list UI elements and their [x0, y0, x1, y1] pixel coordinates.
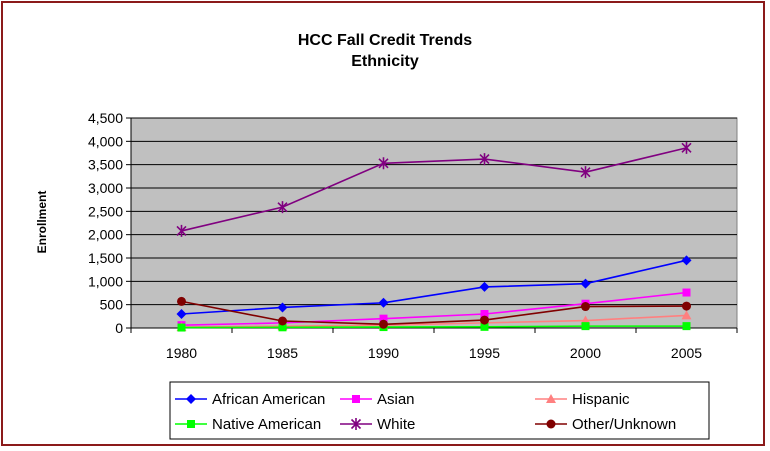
legend-label: African American — [212, 391, 325, 408]
data-point — [681, 141, 692, 154]
line-chart: HCC Fall Credit Trends Ethnicity Enrollm… — [35, 32, 738, 440]
y-tick-label: 0 — [115, 320, 123, 336]
legend-item: Asian — [340, 391, 415, 408]
data-point — [379, 314, 388, 323]
data-point — [176, 224, 187, 237]
legend-marker — [187, 420, 195, 428]
series-5 — [177, 296, 691, 329]
data-point — [480, 310, 489, 318]
legend-item: Native American — [175, 416, 321, 433]
legend-label: Asian — [377, 391, 415, 408]
data-point — [378, 297, 389, 308]
y-tick-label: 4,000 — [88, 133, 123, 149]
series-line — [181, 325, 687, 329]
x-tick-label: 1995 — [469, 345, 500, 361]
x-tick-label: 2005 — [671, 345, 702, 361]
y-tick-label: 3,000 — [88, 180, 123, 196]
series-line — [181, 291, 687, 326]
data-point — [277, 302, 288, 313]
y-tick-label: 500 — [100, 297, 124, 313]
x-tick-label: 1990 — [368, 345, 399, 361]
data-point — [580, 278, 591, 289]
chart-title: HCC Fall Credit Trends — [298, 32, 472, 49]
data-point — [480, 315, 489, 325]
axes: 0 500 1,000 1,500 2,000 2,500 3,000 3,500 4,000 4… — [88, 110, 738, 361]
data-point — [681, 310, 692, 320]
y-tick-label: 3,500 — [88, 157, 123, 173]
legend-marker — [186, 394, 196, 404]
y-tick-label: 1,000 — [88, 273, 123, 289]
data-point — [682, 288, 691, 297]
data-point — [479, 153, 490, 166]
series-line — [181, 147, 687, 232]
data-point — [277, 201, 288, 214]
series-line — [181, 259, 687, 315]
data-point — [681, 255, 692, 266]
legend-box — [169, 381, 710, 440]
data-point — [581, 322, 590, 331]
legend-label: Hispanic — [572, 391, 630, 408]
legend-marker — [546, 394, 556, 403]
legend-item: Other/Unknown — [535, 416, 676, 433]
data-point — [379, 319, 388, 329]
data-point — [177, 323, 186, 332]
x-tick-label: 1980 — [166, 345, 197, 361]
y-tick-label: 2,000 — [88, 227, 123, 243]
chart-subtitle: Ethnicity — [351, 53, 419, 70]
data-point — [278, 323, 287, 332]
data-point — [177, 296, 186, 306]
series-line — [181, 314, 687, 328]
data-point — [682, 301, 691, 311]
data-point — [176, 309, 187, 319]
data-point — [479, 281, 490, 292]
legend-item: African American — [175, 391, 325, 408]
data-point — [278, 316, 287, 326]
gridlines — [131, 117, 737, 306]
data-point — [682, 322, 691, 331]
chart-frame: HCC Fall Credit Trends Ethnicity Enrollm… — [1, 1, 765, 446]
legend-item: White — [340, 416, 415, 433]
legend-marker — [350, 418, 362, 430]
x-tick-label: 1985 — [267, 345, 298, 361]
series-line — [181, 300, 687, 326]
legend-label: White — [377, 416, 415, 433]
legend: African American Asian Hispanic Native Amer… — [175, 391, 676, 433]
data-point — [581, 302, 590, 312]
legend-marker — [352, 395, 360, 403]
x-tick-label: 2000 — [570, 345, 601, 361]
series-layer — [176, 141, 692, 332]
data-point — [480, 322, 489, 331]
legend-item: Hispanic — [535, 391, 630, 408]
y-axis-label: Enrollment — [35, 191, 49, 254]
legend-label: Other/Unknown — [572, 416, 676, 433]
legend-marker — [546, 419, 556, 429]
data-point — [580, 166, 591, 179]
legend-label: Native American — [212, 416, 321, 433]
plot-area — [130, 117, 738, 329]
y-tick-label: 2,500 — [88, 203, 123, 219]
data-point — [378, 157, 389, 170]
y-tick-label: 4,500 — [88, 110, 123, 126]
series-0 — [176, 255, 692, 319]
series-4 — [176, 141, 692, 237]
y-tick-label: 1,500 — [88, 250, 123, 266]
